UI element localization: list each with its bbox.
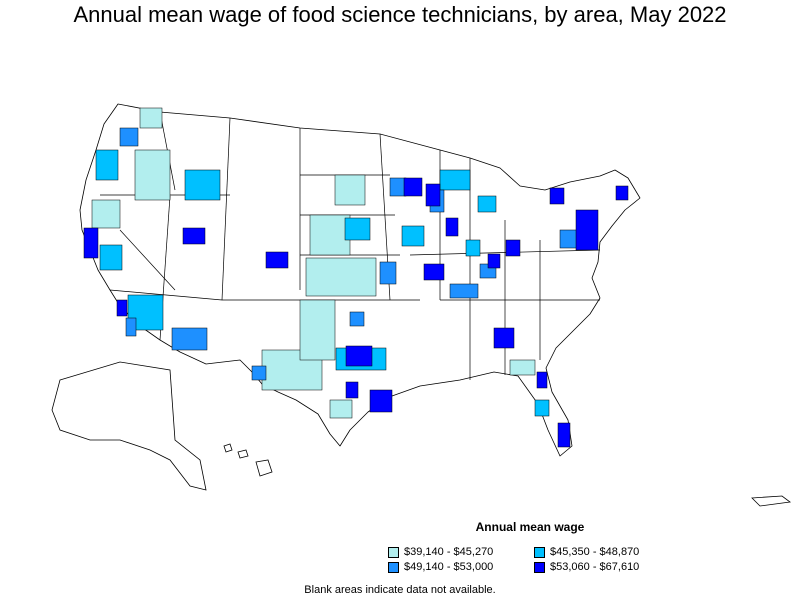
area-washington-north bbox=[139, 107, 163, 129]
area-minnesota bbox=[389, 177, 407, 197]
area-texas-houston bbox=[369, 389, 393, 413]
area-southeast bbox=[509, 359, 536, 376]
area-texas-el-paso bbox=[251, 365, 267, 381]
area-ohio bbox=[477, 195, 497, 213]
area-illinois-north bbox=[401, 225, 425, 247]
legend-label-2: $45,350 - $48,870 bbox=[550, 546, 640, 558]
area-texas-dallas bbox=[345, 345, 373, 367]
area-kentucky-east bbox=[487, 253, 501, 269]
area-florida-south bbox=[557, 422, 571, 448]
area-oregon bbox=[119, 127, 139, 147]
area-florida-east bbox=[536, 371, 548, 389]
legend-title: Annual mean wage bbox=[475, 520, 585, 534]
area-oklahoma-north bbox=[299, 299, 336, 361]
area-georgia bbox=[493, 327, 515, 349]
legend-swatch-4 bbox=[534, 561, 545, 573]
area-nebraska bbox=[309, 214, 351, 256]
area-new-york bbox=[549, 187, 565, 205]
area-missouri-east bbox=[423, 263, 445, 281]
area-arizona bbox=[127, 294, 164, 331]
area-michigan-southeast bbox=[403, 177, 423, 197]
area-new-mexico bbox=[171, 327, 208, 351]
area-ohio-columbus bbox=[505, 239, 521, 257]
area-wisconsin-milwaukee bbox=[425, 183, 441, 207]
area-california-central bbox=[99, 244, 123, 271]
legend-swatch-2 bbox=[534, 546, 545, 558]
area-northeast-corridor bbox=[575, 209, 599, 251]
area-oklahoma-tulsa bbox=[349, 311, 365, 327]
area-california-south bbox=[125, 317, 137, 337]
area-california-la bbox=[116, 299, 128, 317]
legend-label-3: $49,140 - $53,000 bbox=[404, 561, 494, 573]
legend-item-2: $45,350 - $48,870 bbox=[534, 546, 639, 558]
area-idaho bbox=[184, 169, 221, 201]
alaska-outline bbox=[51, 361, 207, 491]
legend-item-1: $39,140 - $45,270 bbox=[388, 546, 493, 558]
area-colorado bbox=[265, 251, 289, 269]
hawaii-islands bbox=[223, 443, 273, 477]
area-washington-east bbox=[134, 149, 171, 201]
legend-swatch-3 bbox=[388, 561, 399, 573]
area-texas-south bbox=[329, 399, 353, 419]
area-dakota bbox=[334, 174, 366, 206]
area-massachusetts bbox=[615, 185, 629, 201]
data-availability-note: Blank areas indicate data not available. bbox=[304, 584, 496, 596]
area-california-north bbox=[91, 199, 121, 229]
legend-item-4: $53,060 - $67,610 bbox=[534, 561, 639, 573]
legend-item-3: $49,140 - $53,000 bbox=[388, 561, 493, 573]
area-indiana bbox=[465, 239, 481, 257]
area-kansas bbox=[305, 257, 377, 297]
legend-swatch-1 bbox=[388, 546, 399, 558]
area-louisiana bbox=[345, 381, 359, 399]
legend-label-1: $39,140 - $45,270 bbox=[404, 546, 494, 558]
map-title: Annual mean wage of food science technic… bbox=[73, 2, 727, 27]
area-oregon-west bbox=[95, 149, 119, 181]
area-florida-central bbox=[534, 399, 550, 417]
area-missouri bbox=[379, 261, 397, 285]
area-california-bay bbox=[83, 227, 99, 259]
area-iowa bbox=[344, 217, 371, 241]
area-tennessee bbox=[449, 283, 479, 299]
area-michigan-west bbox=[439, 169, 471, 191]
area-utah bbox=[182, 227, 206, 245]
legend-label-4: $53,060 - $67,610 bbox=[550, 561, 640, 573]
puerto-rico bbox=[751, 495, 792, 507]
area-illinois-chicago bbox=[445, 217, 459, 237]
